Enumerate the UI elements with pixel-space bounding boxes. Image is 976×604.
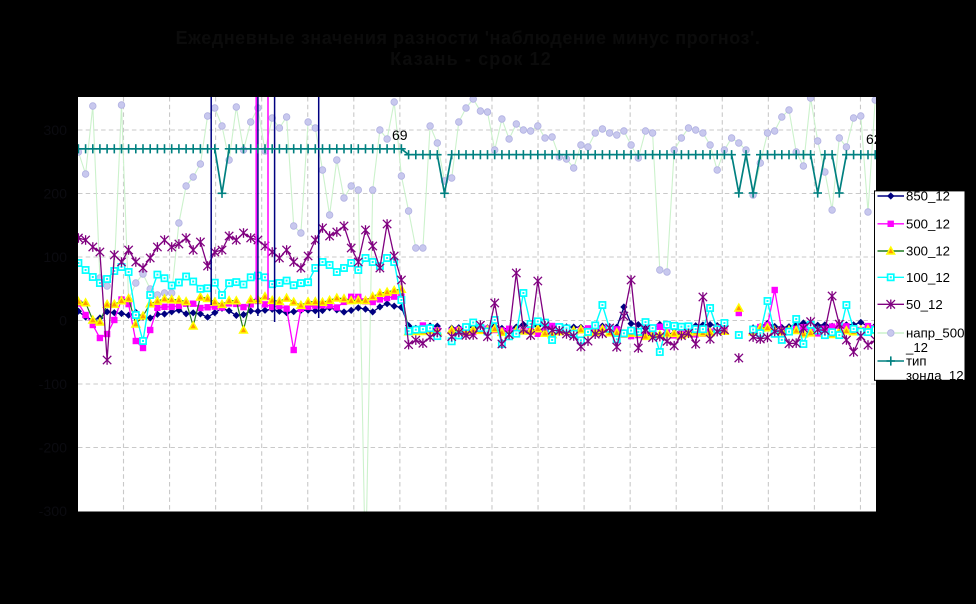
svg-text:-300: -300 [39, 504, 68, 520]
svg-text:300_12: 300_12 [906, 244, 950, 259]
svg-text:0: 0 [59, 313, 67, 329]
svg-text:_12: _12 [905, 340, 928, 355]
svg-text:-100: -100 [39, 377, 68, 393]
svg-text:300: 300 [43, 123, 67, 139]
svg-text:100_12: 100_12 [906, 270, 950, 285]
svg-text:200: 200 [43, 186, 67, 202]
svg-text:зонда_12: зонда_12 [906, 368, 964, 383]
svg-text:Ежедневные значения разности ': Ежедневные значения разности 'наблюдение… [176, 28, 761, 48]
svg-text:тип: тип [906, 354, 927, 369]
svg-text:Казань - срок 12: Казань - срок 12 [390, 49, 552, 69]
svg-text:850_12: 850_12 [906, 189, 950, 204]
svg-text:62: 62 [866, 131, 882, 147]
svg-text:напр_500: напр_500 [906, 326, 964, 341]
svg-text:69: 69 [392, 127, 408, 143]
svg-text:500_12: 500_12 [906, 216, 950, 231]
svg-text:100: 100 [43, 250, 67, 266]
svg-text:-200: -200 [39, 440, 68, 456]
svg-text:50_12: 50_12 [906, 297, 943, 312]
